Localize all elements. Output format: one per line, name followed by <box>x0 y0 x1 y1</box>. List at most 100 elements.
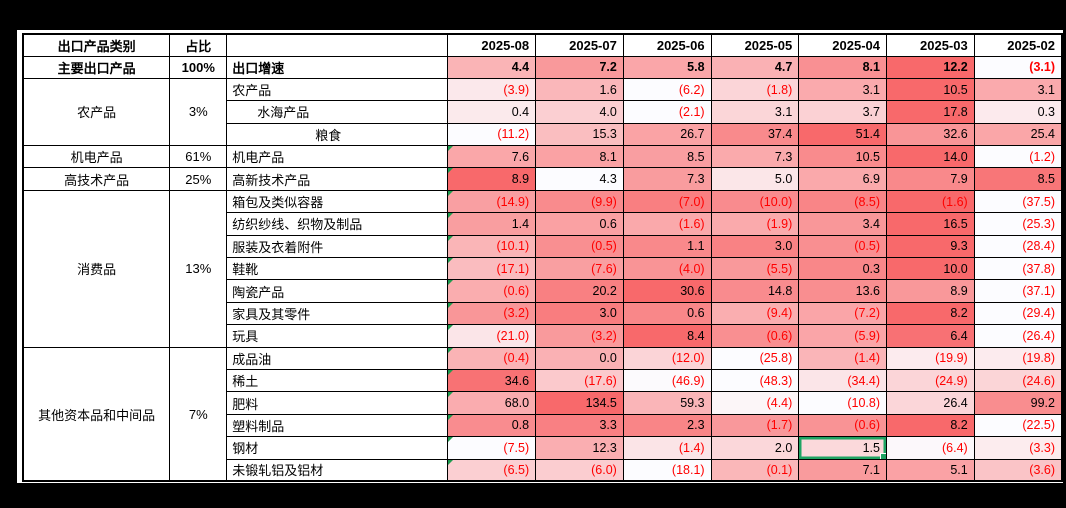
category-cell-农产品[interactable]: 农产品 <box>22 77 171 147</box>
value-cell-未锻轧铝及铝材-2025-07[interactable]: (6.0) <box>535 458 624 482</box>
value-cell-服装及衣着附件-2025-08[interactable]: (10.1) <box>447 234 537 259</box>
value-cell-机电产品-2025-03[interactable]: 14.0 <box>886 145 975 169</box>
category-cell-高技术产品[interactable]: 高技术产品 <box>22 167 171 191</box>
value-cell-纺织纱线、织物及制品-2025-06[interactable]: (1.6) <box>622 212 712 236</box>
product-label-稀土[interactable]: 稀土 <box>226 368 449 393</box>
header-share-col[interactable]: 占比 <box>169 33 228 57</box>
value-cell-塑料制品-2025-06[interactable]: 2.3 <box>622 413 712 438</box>
value-cell-粮食-2025-04[interactable]: 51.4 <box>798 122 887 147</box>
value-cell-成品油-2025-02[interactable]: (19.8) <box>973 346 1063 370</box>
value-cell-钢材-2025-07[interactable]: 12.3 <box>535 436 624 460</box>
value-cell-机电产品-2025-02[interactable]: (1.2) <box>973 145 1063 169</box>
value-cell-塑料制品-2025-04[interactable]: (0.6) <box>798 413 887 438</box>
value-cell-服装及衣着附件-2025-07[interactable]: (0.5) <box>535 234 624 259</box>
value-cell-水海产品-2025-07[interactable]: 4.0 <box>535 100 624 124</box>
product-label-家具及其零件[interactable]: 家具及其零件 <box>226 301 449 326</box>
value-cell-高新技术产品-2025-03[interactable]: 7.9 <box>886 167 975 191</box>
value-cell-未锻轧铝及铝材-2025-08[interactable]: (6.5) <box>447 458 537 482</box>
product-label-塑料制品[interactable]: 塑料制品 <box>226 413 449 438</box>
value-cell-稀土-2025-04[interactable]: (34.4) <box>798 368 887 393</box>
value-cell-出口增速-2025-08[interactable]: 4.4 <box>447 55 537 79</box>
value-cell-钢材-2025-05[interactable]: 2.0 <box>710 436 800 460</box>
value-cell-水海产品-2025-08[interactable]: 0.4 <box>447 100 537 124</box>
value-cell-塑料制品-2025-07[interactable]: 3.3 <box>535 413 624 438</box>
value-cell-纺织纱线、织物及制品-2025-05[interactable]: (1.9) <box>710 212 800 236</box>
value-cell-塑料制品-2025-08[interactable]: 0.8 <box>447 413 537 438</box>
value-cell-机电产品-2025-05[interactable]: 7.3 <box>710 145 800 169</box>
value-cell-未锻轧铝及铝材-2025-04[interactable]: 7.1 <box>798 458 887 482</box>
value-cell-稀土-2025-03[interactable]: (24.9) <box>886 368 975 393</box>
category-cell-机电产品[interactable]: 机电产品 <box>22 145 171 169</box>
value-cell-塑料制品-2025-03[interactable]: 8.2 <box>886 413 975 438</box>
value-cell-箱包及类似容器-2025-03[interactable]: (1.6) <box>886 189 975 214</box>
value-cell-玩具-2025-08[interactable]: (21.0) <box>447 324 537 348</box>
value-cell-家具及其零件-2025-03[interactable]: 8.2 <box>886 301 975 326</box>
value-cell-鞋靴-2025-05[interactable]: (5.5) <box>710 257 800 281</box>
share-cell-其他资本品和中间品[interactable]: 7% <box>169 346 228 482</box>
value-cell-出口增速-2025-02[interactable]: (3.1) <box>973 55 1063 79</box>
value-cell-鞋靴-2025-08[interactable]: (17.1) <box>447 257 537 281</box>
value-cell-农产品-2025-08[interactable]: (3.9) <box>447 77 537 102</box>
value-cell-家具及其零件-2025-02[interactable]: (29.4) <box>973 301 1063 326</box>
month-header-2025-06[interactable]: 2025-06 <box>622 33 712 57</box>
value-cell-肥料-2025-07[interactable]: 134.5 <box>535 391 624 415</box>
value-cell-陶瓷产品-2025-02[interactable]: (37.1) <box>973 279 1063 303</box>
product-label-高新技术产品[interactable]: 高新技术产品 <box>226 167 449 191</box>
product-label-钢材[interactable]: 钢材 <box>226 436 449 460</box>
value-cell-肥料-2025-05[interactable]: (4.4) <box>710 391 800 415</box>
product-label-鞋靴[interactable]: 鞋靴 <box>226 257 449 281</box>
value-cell-陶瓷产品-2025-03[interactable]: 8.9 <box>886 279 975 303</box>
value-cell-成品油-2025-06[interactable]: (12.0) <box>622 346 712 370</box>
selected-cell-钢材-2025-04[interactable]: 1.5 <box>798 436 887 460</box>
value-cell-稀土-2025-06[interactable]: (46.9) <box>622 368 712 393</box>
month-header-2025-08[interactable]: 2025-08 <box>447 33 537 57</box>
value-cell-水海产品-2025-05[interactable]: 3.1 <box>710 100 800 124</box>
value-cell-肥料-2025-04[interactable]: (10.8) <box>798 391 887 415</box>
value-cell-机电产品-2025-04[interactable]: 10.5 <box>798 145 887 169</box>
value-cell-服装及衣着附件-2025-03[interactable]: 9.3 <box>886 234 975 259</box>
value-cell-陶瓷产品-2025-08[interactable]: (0.6) <box>447 279 537 303</box>
value-cell-箱包及类似容器-2025-02[interactable]: (37.5) <box>973 189 1063 214</box>
product-label-机电产品[interactable]: 机电产品 <box>226 145 449 169</box>
value-cell-鞋靴-2025-07[interactable]: (7.6) <box>535 257 624 281</box>
value-cell-机电产品-2025-06[interactable]: 8.5 <box>622 145 712 169</box>
value-cell-水海产品-2025-02[interactable]: 0.3 <box>973 100 1063 124</box>
value-cell-成品油-2025-04[interactable]: (1.4) <box>798 346 887 370</box>
value-cell-肥料-2025-02[interactable]: 99.2 <box>973 391 1063 415</box>
month-header-2025-05[interactable]: 2025-05 <box>710 33 800 57</box>
value-cell-服装及衣着附件-2025-06[interactable]: 1.1 <box>622 234 712 259</box>
value-cell-玩具-2025-04[interactable]: (5.9) <box>798 324 887 348</box>
value-cell-农产品-2025-04[interactable]: 3.1 <box>798 77 887 102</box>
value-cell-玩具-2025-07[interactable]: (3.2) <box>535 324 624 348</box>
value-cell-服装及衣着附件-2025-02[interactable]: (28.4) <box>973 234 1063 259</box>
product-label-水海产品[interactable]: 水海产品 <box>226 100 449 124</box>
value-cell-肥料-2025-06[interactable]: 59.3 <box>622 391 712 415</box>
product-label-粮食[interactable]: 粮食 <box>226 122 449 147</box>
product-label-出口增速[interactable]: 出口增速 <box>226 55 449 79</box>
month-header-2025-07[interactable]: 2025-07 <box>535 33 624 57</box>
value-cell-家具及其零件-2025-05[interactable]: (9.4) <box>710 301 800 326</box>
value-cell-鞋靴-2025-06[interactable]: (4.0) <box>622 257 712 281</box>
value-cell-纺织纱线、织物及制品-2025-04[interactable]: 3.4 <box>798 212 887 236</box>
share-cell-农产品[interactable]: 3% <box>169 77 228 147</box>
value-cell-钢材-2025-03[interactable]: (6.4) <box>886 436 975 460</box>
value-cell-成品油-2025-07[interactable]: 0.0 <box>535 346 624 370</box>
value-cell-粮食-2025-05[interactable]: 37.4 <box>710 122 800 147</box>
share-cell-高技术产品[interactable]: 25% <box>169 167 228 191</box>
value-cell-陶瓷产品-2025-06[interactable]: 30.6 <box>622 279 712 303</box>
value-cell-机电产品-2025-07[interactable]: 8.1 <box>535 145 624 169</box>
value-cell-稀土-2025-02[interactable]: (24.6) <box>973 368 1063 393</box>
value-cell-陶瓷产品-2025-07[interactable]: 20.2 <box>535 279 624 303</box>
value-cell-稀土-2025-05[interactable]: (48.3) <box>710 368 800 393</box>
product-label-纺织纱线、织物及制品[interactable]: 纺织纱线、织物及制品 <box>226 212 449 236</box>
value-cell-农产品-2025-07[interactable]: 1.6 <box>535 77 624 102</box>
value-cell-纺织纱线、织物及制品-2025-07[interactable]: 0.6 <box>535 212 624 236</box>
value-cell-粮食-2025-08[interactable]: (11.2) <box>447 122 537 147</box>
value-cell-未锻轧铝及铝材-2025-05[interactable]: (0.1) <box>710 458 800 482</box>
value-cell-高新技术产品-2025-04[interactable]: 6.9 <box>798 167 887 191</box>
value-cell-出口增速-2025-04[interactable]: 8.1 <box>798 55 887 79</box>
product-label-肥料[interactable]: 肥料 <box>226 391 449 415</box>
value-cell-纺织纱线、织物及制品-2025-03[interactable]: 16.5 <box>886 212 975 236</box>
value-cell-成品油-2025-05[interactable]: (25.8) <box>710 346 800 370</box>
value-cell-钢材-2025-06[interactable]: (1.4) <box>622 436 712 460</box>
